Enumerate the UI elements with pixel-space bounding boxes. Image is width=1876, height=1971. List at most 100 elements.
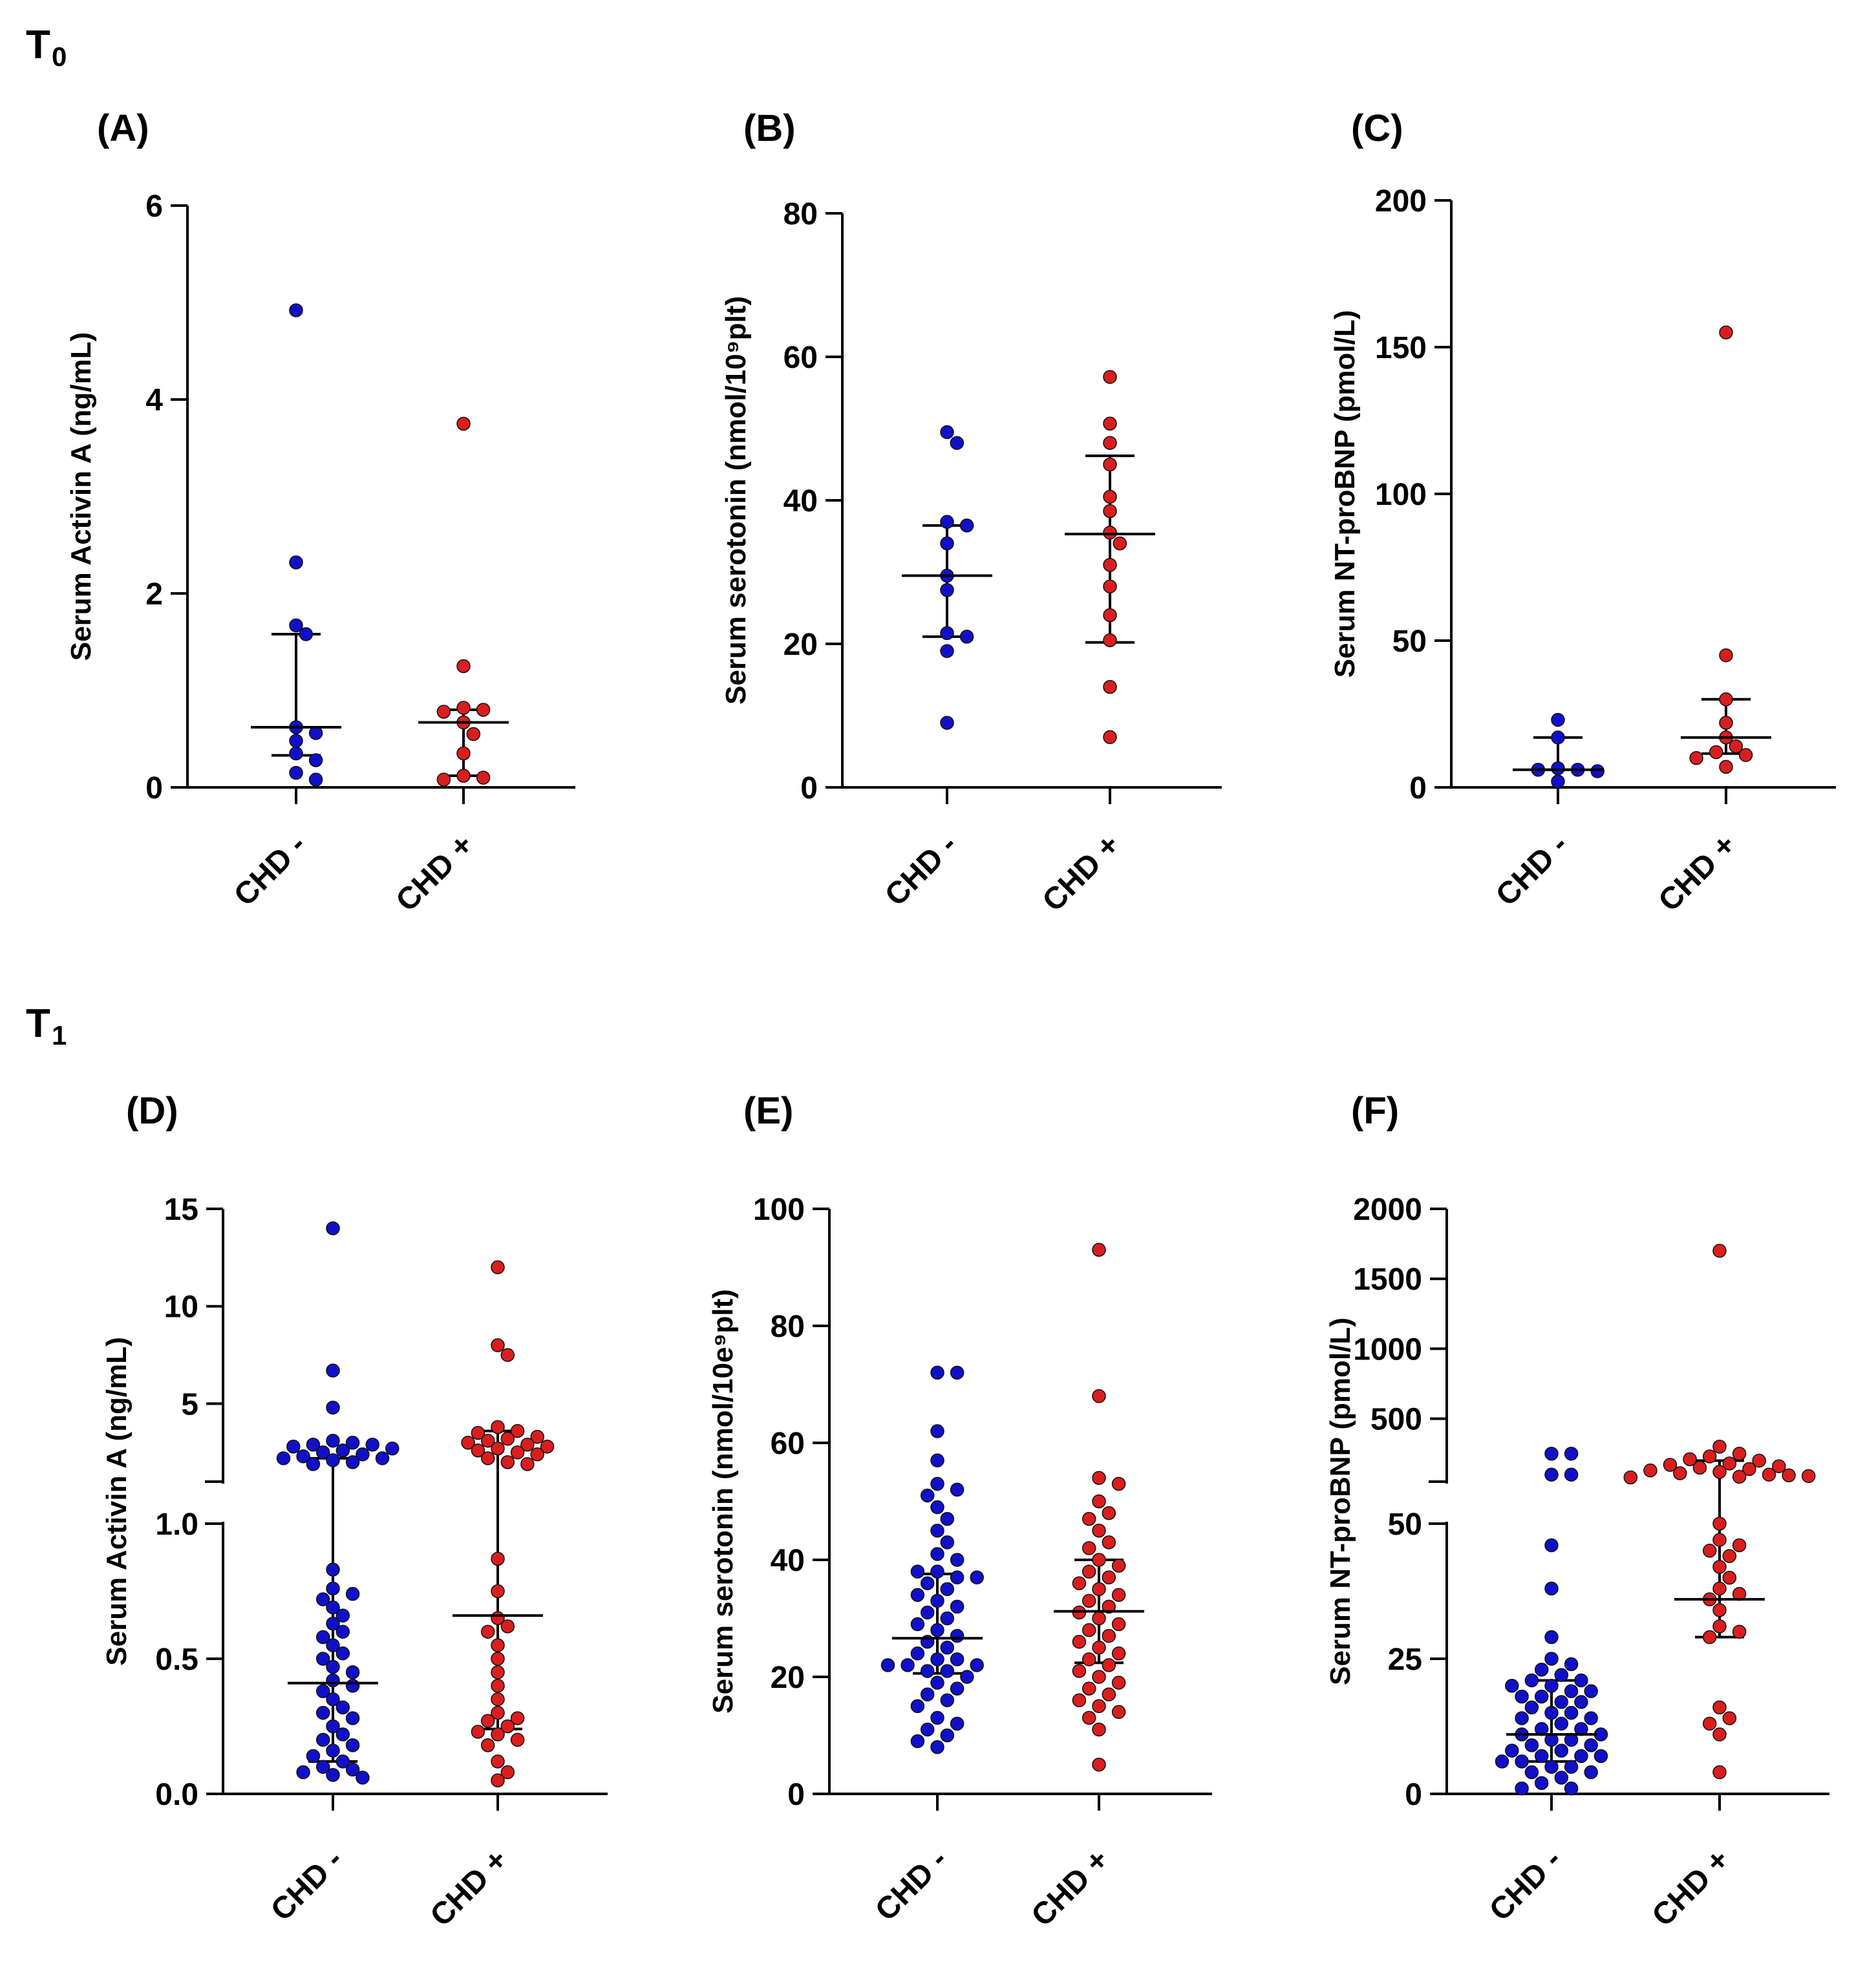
data-point [1534, 1749, 1549, 1763]
y-tick-label: 20 [783, 628, 818, 662]
data-point [1801, 1469, 1816, 1484]
data-point [940, 1582, 955, 1596]
y-axis-title: Serum Activin A (ng/mL) [101, 1337, 133, 1665]
y-tick-label: 200 [1375, 184, 1427, 218]
data-point [315, 1445, 330, 1460]
x-category-label: CHD - [1489, 827, 1575, 913]
data-point [345, 1455, 360, 1469]
data-point [1515, 1689, 1529, 1704]
data-point [1072, 1693, 1087, 1707]
data-point [315, 1684, 330, 1698]
y-tick-label: 0 [787, 1778, 805, 1812]
data-point [1752, 1453, 1766, 1468]
data-point [950, 1482, 965, 1497]
y-tick-label: 2000 [1353, 1193, 1422, 1227]
data-point [930, 1524, 944, 1538]
data-point [950, 1716, 965, 1731]
data-point [1103, 436, 1117, 450]
data-point [326, 1673, 340, 1688]
data-point [336, 1700, 350, 1714]
data-point [940, 644, 954, 658]
data-point [456, 416, 471, 431]
data-point [1111, 1559, 1126, 1573]
data-point [940, 716, 954, 730]
y-tick-label: 0 [800, 771, 818, 805]
data-point [1103, 558, 1117, 572]
data-point [950, 1553, 965, 1567]
data-point [471, 1425, 485, 1440]
data-point [1103, 370, 1117, 384]
data-point [1515, 1711, 1529, 1725]
x-category-label: CHD - [869, 1842, 954, 1928]
data-point [1082, 1511, 1096, 1526]
data-point [289, 734, 303, 748]
data-point [1092, 1758, 1106, 1772]
data-point [461, 1435, 475, 1450]
data-point [1772, 1459, 1786, 1473]
data-point [1574, 1749, 1588, 1763]
data-point [1544, 1760, 1559, 1774]
data-point [1722, 1570, 1737, 1585]
panel-label: (D) [126, 1090, 178, 1132]
data-point [326, 1562, 340, 1577]
data-point [326, 1692, 340, 1707]
data-point [1702, 1630, 1717, 1645]
data-point [326, 1767, 340, 1782]
data-point [375, 1451, 390, 1465]
data-point [500, 1431, 515, 1446]
data-point [1534, 1776, 1549, 1791]
data-point [1584, 1684, 1598, 1698]
data-point [1673, 1466, 1687, 1480]
x-category-label: CHD - [1483, 1842, 1568, 1928]
data-point [326, 1600, 340, 1615]
series-chd-neg [276, 1221, 400, 1785]
data-point [1534, 1662, 1549, 1677]
data-point [286, 1439, 301, 1454]
y-tick-label: 5 [181, 1387, 198, 1422]
data-point [1712, 1465, 1727, 1479]
data-point [1544, 1630, 1559, 1645]
data-point [940, 1641, 955, 1655]
data-point [1092, 1670, 1106, 1684]
data-point [1712, 1603, 1727, 1617]
data-point [1722, 1456, 1737, 1471]
x-category-label: CHD + [390, 827, 480, 918]
data-point [1082, 1681, 1096, 1696]
y-tick-label: 150 [1375, 331, 1427, 365]
data-point [940, 425, 954, 440]
data-point [1092, 1389, 1106, 1403]
data-point [960, 1670, 974, 1684]
y-axis-title: Serum serotonin (nmol/10e⁹plt) [707, 1289, 739, 1714]
y-tick-label: 100 [753, 1193, 805, 1227]
data-point [345, 1665, 360, 1679]
data-point [1554, 1716, 1569, 1731]
y-tick-label: 50 [1388, 1508, 1422, 1542]
data-point [1663, 1458, 1678, 1472]
data-point [1782, 1468, 1796, 1483]
data-point [1584, 1738, 1598, 1753]
data-point [1564, 1467, 1579, 1482]
data-point [289, 746, 303, 761]
data-point [1524, 1738, 1539, 1753]
data-point [296, 1765, 310, 1780]
series-chd-neg [1495, 1446, 1608, 1796]
data-point [500, 1455, 515, 1469]
data-point [306, 1457, 321, 1471]
data-point [1732, 1469, 1747, 1484]
data-point [476, 771, 491, 785]
data-point [1574, 1695, 1588, 1709]
data-point [345, 1586, 360, 1601]
data-point [1092, 1471, 1106, 1486]
data-point [456, 769, 471, 783]
data-point [1584, 1711, 1598, 1725]
data-point [1554, 1771, 1569, 1785]
data-point [326, 1400, 340, 1415]
data-point [940, 1535, 955, 1550]
data-point [1524, 1673, 1539, 1688]
data-point [1702, 1449, 1717, 1464]
data-point [1590, 764, 1604, 778]
data-point [1092, 1553, 1106, 1567]
panel-label: (C) [1351, 107, 1403, 149]
data-point [1524, 1700, 1539, 1714]
data-point [436, 772, 451, 787]
